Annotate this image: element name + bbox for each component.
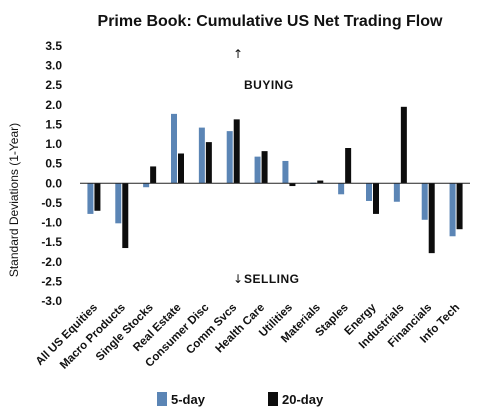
y-tick-label: -1.0	[41, 216, 62, 230]
legend: 5-day 20-day	[157, 392, 324, 407]
bar-20-day-industrials	[400, 106, 407, 184]
y-tick-label: -1.5	[41, 235, 62, 249]
y-tick-label: 0.5	[45, 157, 62, 171]
bar-5-day-health-care	[254, 156, 261, 184]
y-tick-label: 1.0	[45, 137, 62, 151]
bar-5-day-utilities	[282, 160, 289, 184]
bar-20-day-single-stocks	[150, 166, 157, 184]
bar-20-day-health-care	[261, 151, 268, 184]
bar-5-day-industrials	[393, 183, 400, 202]
y-tick-label: 3.0	[45, 59, 62, 73]
bar-5-day-single-stocks	[143, 183, 150, 188]
y-tick-label: -2.0	[41, 255, 62, 269]
y-tick-label: -2.5	[41, 274, 62, 288]
y-tick-label: 3.5	[45, 39, 62, 53]
y-axis-label: Standard Deviations (1-Year)	[7, 123, 21, 277]
legend-label-20-day: 20-day	[282, 392, 324, 407]
bar-5-day-info-tech	[449, 183, 456, 237]
y-axis-ticks: 3.5 3.0 2.5 2.0 1.5 1.0 0.5 0.0 -0.5 -1.0 -1.5 -2.0…	[41, 39, 62, 308]
down-arrow-icon: ↓	[233, 272, 243, 286]
bar-5-day-energy	[366, 183, 372, 201]
bar-5-day-consumer-disc	[198, 127, 205, 184]
bar-20-day-info-tech	[456, 183, 463, 230]
bar-5-day-real-estate	[171, 113, 177, 184]
bar-20-day-all-us-equities	[94, 183, 101, 211]
legend-swatch-20-day	[268, 392, 278, 406]
bar-5-day-staples	[338, 183, 345, 195]
bar-20-day-staples	[345, 148, 352, 184]
bar-5-day-macro-products	[115, 183, 122, 224]
y-tick-label: -0.5	[41, 196, 62, 210]
bar-20-day-comm-svcs	[233, 119, 240, 184]
legend-label-5-day: 5-day	[171, 392, 206, 407]
y-tick-label: 1.5	[45, 117, 62, 131]
y-tick-label: -3.0	[41, 294, 62, 308]
chart-title: Prime Book: Cumulative US Net Trading Fl…	[98, 13, 443, 30]
bar-20-day-materials	[317, 180, 324, 184]
bar-20-day-real-estate	[178, 153, 184, 184]
bar-5-day-financials	[421, 183, 428, 220]
bar-5-day-comm-svcs	[226, 131, 233, 184]
bar-20-day-macro-products	[122, 183, 129, 249]
selling-annotation: SELLING	[244, 272, 300, 286]
buying-annotation: BUYING	[244, 78, 294, 92]
y-tick-label: 2.5	[45, 78, 62, 92]
bar-20-day-consumer-disc	[205, 142, 212, 184]
bar-20-day-utilities	[289, 183, 296, 187]
legend-swatch-5-day	[157, 392, 167, 406]
up-arrow-icon: ↑	[233, 47, 243, 61]
bar-20-day-financials	[428, 183, 435, 254]
bar-5-day-all-us-equities	[87, 183, 94, 214]
bars	[87, 106, 463, 254]
y-tick-label: 2.0	[45, 98, 62, 112]
y-tick-label: 0.0	[45, 176, 62, 190]
bar-20-day-energy	[373, 183, 379, 214]
